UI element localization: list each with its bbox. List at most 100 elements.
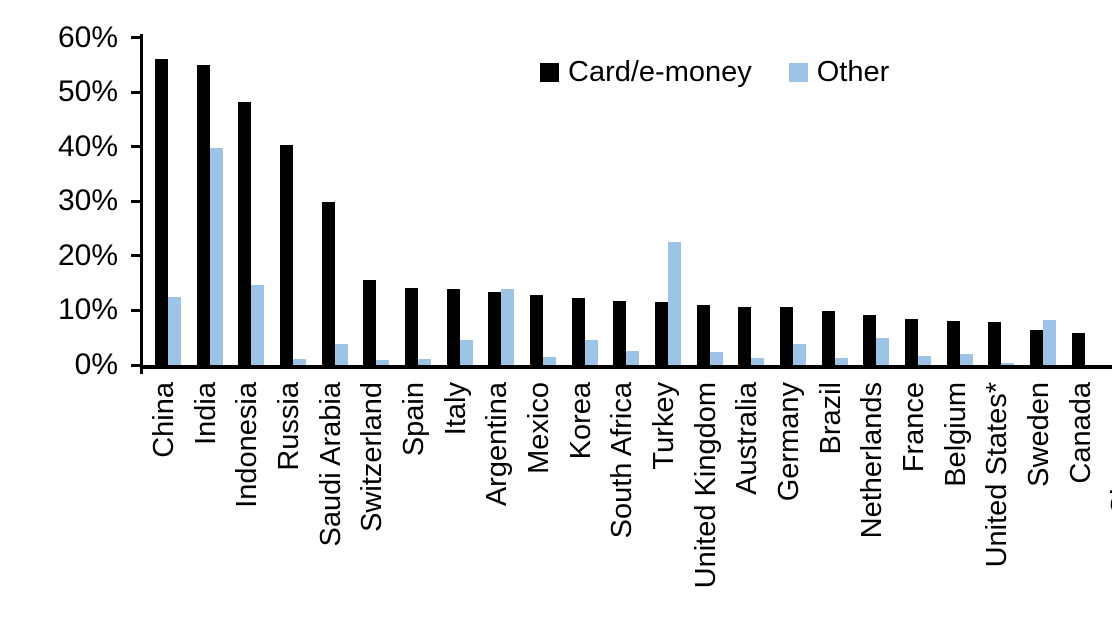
other-swatch-icon — [788, 63, 808, 82]
y-axis-label: 60% — [57, 20, 118, 54]
bar-card-e-money — [238, 101, 252, 365]
bar-card-e-money — [988, 321, 1002, 365]
bar-other — [876, 338, 890, 365]
category-label-cell: Netherlands — [851, 382, 893, 607]
bar-card-e-money — [446, 288, 460, 365]
x-axis-labels: China India Indonesia Russia Saudi Arabia Swi… — [143, 382, 1112, 607]
bar-group — [726, 37, 768, 365]
bar-card-e-money — [779, 307, 793, 365]
bar-pair — [779, 307, 806, 365]
category-label-cell: China — [143, 382, 185, 607]
category-label: Turkey — [647, 382, 680, 470]
bar-groups — [143, 37, 1112, 365]
bar-group — [768, 37, 810, 365]
bar-pair — [446, 288, 473, 365]
category-label: Germany — [772, 382, 805, 502]
y-axis-tick — [131, 254, 143, 258]
bar-pair — [404, 287, 431, 365]
y-axis-tick — [131, 36, 143, 39]
bar-group — [601, 37, 643, 365]
category-label-cell: Sweden — [1018, 382, 1060, 607]
bar-group — [935, 37, 977, 365]
bar-group — [810, 37, 852, 365]
bar-other — [292, 359, 306, 365]
bar-other — [1001, 362, 1015, 365]
category-label-cell: Russia — [268, 382, 310, 607]
bar-group — [268, 37, 310, 365]
bar-other — [1042, 320, 1056, 365]
category-label: Spain — [397, 382, 430, 457]
bar-pair — [279, 144, 306, 365]
bar-pair — [821, 311, 848, 365]
bar-group — [393, 37, 435, 365]
y-axis-label: 10% — [57, 293, 118, 327]
category-label-cell: Argentina — [476, 382, 518, 607]
category-label-cell: Brazil — [810, 382, 852, 607]
bar-group — [518, 37, 560, 365]
category-label-cell: France — [893, 382, 935, 607]
category-label-cell: India — [185, 382, 227, 607]
bar-pair — [1071, 332, 1098, 365]
category-label-cell: Switzerland — [351, 382, 393, 607]
bar-other — [959, 354, 973, 365]
card-e-money-swatch-icon — [540, 63, 559, 82]
bar-card-e-money — [488, 292, 502, 365]
bar-card-e-money — [946, 321, 960, 365]
bar-card-e-money — [904, 318, 918, 365]
legend: Card/e-money Other — [540, 56, 889, 89]
bar-pair — [738, 306, 765, 365]
y-axis-tick — [131, 308, 143, 312]
category-label-cell: Turkey — [643, 382, 685, 607]
bar-group — [226, 37, 268, 365]
bar-card-e-money — [821, 311, 835, 365]
bar-group — [143, 37, 185, 365]
bar-card-e-money — [863, 315, 877, 365]
bar-card-e-money — [321, 202, 335, 365]
category-label: Argentina — [481, 382, 514, 507]
legend-label-card-e-money: Card/e-money — [568, 56, 752, 88]
bar-group — [893, 37, 935, 365]
y-axis-tick — [131, 90, 143, 94]
y-axis-tick — [131, 363, 143, 367]
bar-card-e-money — [738, 306, 752, 365]
category-label: Saudi Arabia — [314, 382, 347, 547]
bar-group — [560, 37, 602, 365]
bar-pair — [696, 305, 723, 365]
bar-card-e-money — [154, 59, 168, 365]
bar-other — [459, 339, 473, 365]
category-label-cell: Australia — [726, 382, 768, 607]
legend-item-other: Other — [788, 56, 889, 89]
bar-group — [685, 37, 727, 365]
bar-pair — [529, 294, 556, 365]
bar-card-e-money — [196, 64, 210, 365]
category-label-cell: Korea — [560, 382, 602, 607]
bar-pair — [946, 321, 973, 365]
category-label: Sweden — [1022, 382, 1055, 487]
category-label: India — [189, 382, 222, 445]
y-axis-label: 20% — [57, 238, 118, 272]
category-label: Mexico — [522, 382, 555, 474]
bar-other — [667, 242, 681, 365]
bar-group — [435, 37, 477, 365]
bar-card-e-money — [571, 298, 585, 365]
y-axis-label: 0% — [74, 348, 118, 381]
category-label-cell: Italy — [435, 382, 477, 607]
bar-pair — [863, 315, 890, 365]
bar-other — [167, 297, 181, 365]
category-label-cell: Spain — [393, 382, 435, 607]
bar-other — [792, 343, 806, 365]
bar-other — [709, 351, 723, 365]
category-label: Italy — [439, 382, 472, 436]
bar-pair — [321, 202, 348, 365]
bar-group — [1060, 37, 1102, 365]
bar-group — [976, 37, 1018, 365]
bar-card-e-money — [613, 300, 627, 365]
bar-card-e-money — [1029, 329, 1043, 365]
bar-other — [501, 289, 515, 365]
category-label: Indonesia — [231, 382, 264, 508]
category-label: Singapore — [1106, 382, 1112, 515]
category-label: France — [897, 382, 930, 473]
category-label: South Africa — [606, 382, 639, 539]
bar-pair — [571, 298, 598, 365]
category-label-cell: Saudi Arabia — [310, 382, 352, 607]
